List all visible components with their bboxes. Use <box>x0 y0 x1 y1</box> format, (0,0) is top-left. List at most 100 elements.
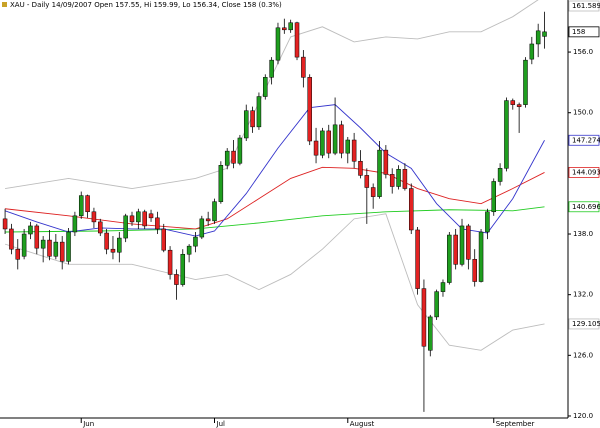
candle-body <box>174 274 179 285</box>
candle-body <box>161 228 166 251</box>
candle-body <box>396 169 401 187</box>
indicator-line <box>5 166 545 230</box>
candle-body <box>47 239 52 257</box>
x-tick-label: Jul <box>216 420 226 428</box>
candle-body <box>205 218 211 222</box>
candle-body <box>40 239 46 249</box>
candle-body <box>193 236 198 247</box>
candle-body <box>339 124 344 154</box>
candle-body <box>231 150 236 164</box>
candle-body <box>186 245 192 255</box>
candle-body <box>66 231 71 262</box>
candle-body <box>129 215 135 223</box>
title-icon <box>2 2 7 7</box>
candle-body <box>78 195 84 217</box>
value-box <box>568 201 600 213</box>
candle-body <box>351 139 357 162</box>
candle-body <box>117 237 122 253</box>
value-box-label: 161.589 <box>572 2 600 10</box>
candle-body <box>472 259 477 282</box>
value-box <box>568 26 600 38</box>
candle-body <box>358 160 363 176</box>
candle-body <box>370 187 376 197</box>
candle-body <box>167 249 173 275</box>
candle-body <box>123 215 128 239</box>
x-tick-label: September <box>496 420 535 428</box>
candle-body <box>85 195 90 213</box>
candle-body <box>224 150 230 166</box>
candle-body <box>389 174 395 187</box>
candle-body <box>104 232 109 250</box>
value-box <box>568 318 600 330</box>
candle-body <box>377 149 382 197</box>
candle-body <box>263 77 268 97</box>
candle-body <box>408 188 414 231</box>
candle-body <box>459 225 465 265</box>
candle-body <box>212 201 217 222</box>
candle-body <box>326 130 331 154</box>
candle-body <box>504 100 509 169</box>
candle-body <box>53 241 59 257</box>
candle-body <box>332 124 338 154</box>
candle-body <box>447 234 452 283</box>
x-tick-label: Jun <box>82 420 94 428</box>
y-tick-label: 156.0 <box>573 48 593 56</box>
candle-body <box>155 217 160 230</box>
candle-body <box>345 139 351 154</box>
value-box <box>568 0 600 12</box>
candle-body <box>301 56 306 78</box>
y-tick-label: 132.0 <box>573 291 593 299</box>
candle-body <box>21 233 27 257</box>
candle-body <box>434 291 439 318</box>
y-tick-label: 126.0 <box>573 351 593 359</box>
y-tick-label: 120.0 <box>573 412 593 420</box>
candle-body <box>256 96 262 128</box>
candle-body <box>136 211 141 223</box>
candle-body <box>288 22 293 31</box>
candle-body <box>440 282 446 292</box>
candle-body <box>535 30 541 45</box>
indicator-line <box>5 0 539 189</box>
candle-body <box>59 241 65 262</box>
indicator-lines <box>4 0 545 351</box>
candle-body <box>180 253 186 285</box>
value-box-label: 158 <box>572 28 585 36</box>
candle-body <box>294 22 300 58</box>
value-box-label: 129.105 <box>572 320 600 328</box>
candle-body <box>110 248 116 253</box>
candle-body <box>15 248 21 260</box>
candle-body <box>9 228 14 250</box>
candle-body <box>320 130 325 156</box>
candle-body <box>523 59 528 105</box>
x-tick-label: August <box>350 420 375 428</box>
candle-body <box>497 168 503 182</box>
candle-body <box>237 137 243 164</box>
candle-body <box>142 211 147 227</box>
candle-body <box>282 27 287 31</box>
candle-body <box>91 211 97 223</box>
value-box-label: 144.093 <box>572 168 600 176</box>
candle-body <box>218 165 224 202</box>
candle-body <box>199 218 205 238</box>
candle-body <box>269 59 274 78</box>
candle-body <box>98 221 103 234</box>
axes: 120.0 126.0 132.0 138.0 150.0 156.0 Jun Jul Augu… <box>80 0 600 428</box>
candle-body <box>485 211 490 233</box>
candle-body <box>307 77 312 142</box>
candle-body <box>415 229 420 289</box>
value-box <box>568 134 600 146</box>
candle-body <box>34 225 40 249</box>
candle-body <box>421 288 427 347</box>
candle-body <box>28 225 33 235</box>
indicator-line <box>4 104 545 237</box>
candle-body <box>453 234 458 265</box>
value-box <box>568 167 600 178</box>
candle-body <box>383 149 389 175</box>
candle-body <box>402 169 408 189</box>
candle-body <box>2 218 8 230</box>
candle-body <box>364 175 370 188</box>
value-box-label: 147.274 <box>572 136 600 144</box>
candle-body <box>466 225 471 260</box>
